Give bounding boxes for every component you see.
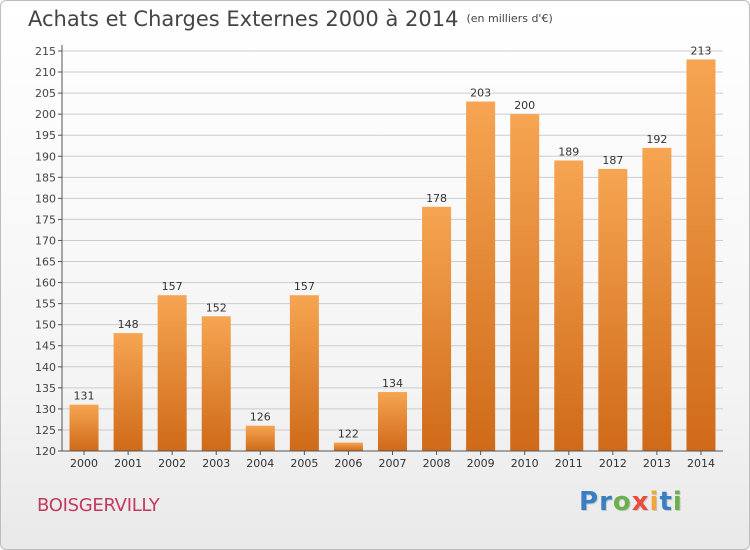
bar-value-label: 187: [602, 154, 623, 167]
x-tick-label: 2007: [379, 457, 407, 470]
y-tick-label: 140: [35, 361, 56, 374]
bar: [157, 295, 187, 451]
logo-letter: P: [579, 487, 600, 517]
logo-letter: i: [649, 487, 660, 517]
x-tick-label: 2009: [467, 457, 495, 470]
y-tick-label: 160: [35, 277, 56, 290]
logo-letter: x: [631, 487, 650, 517]
y-tick-label: 170: [35, 234, 56, 247]
y-tick-label: 155: [35, 298, 56, 311]
bar: [201, 316, 231, 451]
chart-title: Achats et Charges Externes 2000 à 2014 (e…: [28, 7, 553, 31]
x-tick-label: 2008: [423, 457, 451, 470]
y-tick-label: 210: [35, 66, 56, 79]
x-tick-label: 2013: [643, 457, 671, 470]
bar: [554, 160, 584, 451]
y-tick-label: 175: [35, 213, 56, 226]
logo-letter: i: [672, 487, 683, 517]
bar-value-label: 122: [338, 428, 359, 441]
y-tick-label: 120: [35, 445, 56, 458]
proxiti-logo[interactable]: Proxiti: [579, 487, 683, 517]
axes: 120 125 130 135 140 145 150 155 160 165 170 175 180 1…: [35, 45, 723, 470]
bar-value-label: 131: [74, 390, 95, 403]
bar: [245, 425, 275, 451]
y-tick-label: 150: [35, 319, 56, 332]
y-tick-label: 215: [35, 45, 56, 58]
bar-value-label: 178: [426, 192, 447, 205]
bar: [510, 114, 540, 451]
bar: [422, 206, 452, 451]
x-tick-label: 2014: [687, 457, 715, 470]
y-tick-label: 165: [35, 256, 56, 269]
bar-value-label: 134: [382, 377, 403, 390]
y-tick-label: 145: [35, 340, 56, 353]
y-tick-label: 200: [35, 108, 56, 121]
x-tick-label: 2003: [202, 457, 230, 470]
logo-letter: t: [659, 487, 673, 517]
bar: [598, 168, 628, 452]
bar-value-label: 157: [294, 280, 315, 293]
bar-value-label: 126: [250, 411, 271, 424]
bar-value-label: 189: [558, 145, 579, 158]
chart-title-text: Achats et Charges Externes 2000 à 2014: [28, 7, 459, 31]
bar: [113, 333, 143, 451]
logo-letter: o: [612, 487, 632, 517]
y-tick-label: 130: [35, 403, 56, 416]
commune-name: BOISGERVILLY: [37, 495, 160, 516]
y-tick-label: 190: [35, 150, 56, 163]
y-tick-label: 135: [35, 382, 56, 395]
bar: [378, 392, 407, 451]
y-tick-label: 125: [35, 424, 56, 437]
y-tick-label: 185: [35, 171, 56, 184]
x-tick-label: 2012: [599, 457, 627, 470]
x-tick-label: 2005: [290, 457, 318, 470]
x-tick-label: 2001: [114, 457, 142, 470]
y-tick-label: 180: [35, 192, 56, 205]
x-tick-label: 2006: [334, 457, 362, 470]
bar-value-label: 148: [118, 318, 139, 331]
bar-value-label: 157: [162, 280, 183, 293]
x-tick-label: 2004: [246, 457, 274, 470]
x-tick-label: 2011: [555, 457, 583, 470]
bar: [642, 147, 672, 451]
chart-subtitle: (en milliers d'€): [466, 12, 553, 25]
bar: [466, 101, 496, 452]
bar: [69, 404, 99, 451]
x-tick-label: 2010: [511, 457, 539, 470]
bar-value-label: 152: [206, 301, 227, 314]
bar-value-label: 200: [514, 99, 535, 112]
x-tick-label: 2000: [70, 457, 98, 470]
bar: [333, 442, 363, 451]
logo-letter: r: [599, 487, 613, 517]
y-tick-label: 205: [35, 87, 56, 100]
y-tick-label: 195: [35, 129, 56, 142]
bar-value-label: 203: [470, 87, 491, 100]
bar-value-label: 213: [690, 44, 711, 57]
bar: [289, 295, 319, 451]
bar: [686, 59, 716, 451]
bar-value-label: 192: [646, 133, 667, 146]
bars: 131 148 157 152 126 157 122 134 178 203 200 189 187 1…: [69, 44, 716, 452]
x-tick-label: 2002: [158, 457, 186, 470]
